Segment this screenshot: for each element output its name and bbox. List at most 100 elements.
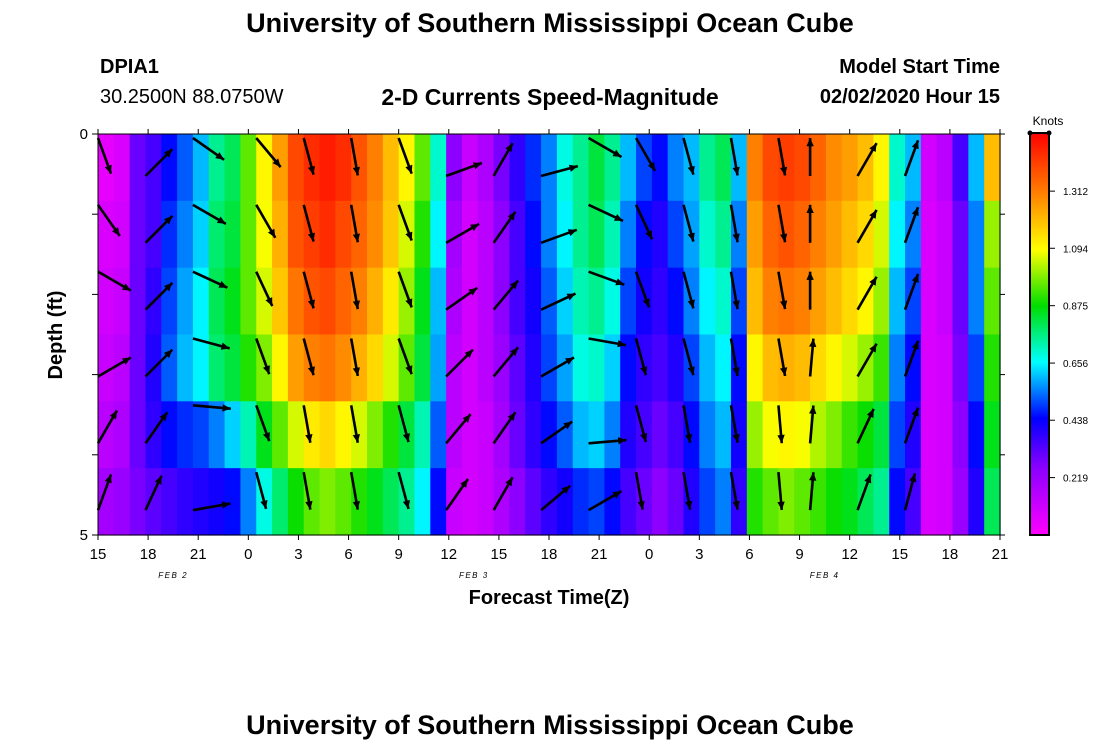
heatmap-cell	[224, 267, 242, 336]
heatmap-cell	[145, 401, 162, 469]
heatmap-cell	[430, 334, 447, 402]
heatmap-cell	[604, 200, 621, 269]
current-vector	[397, 471, 410, 510]
x-tick-label: 21	[992, 546, 1009, 563]
heatmap-cell	[335, 134, 352, 202]
heatmap-cell	[414, 468, 431, 536]
heatmap-cell	[620, 401, 637, 469]
heatmap-cell	[367, 200, 384, 269]
heatmap-cell	[746, 200, 764, 269]
heatmap-cell	[319, 267, 336, 336]
heatmap-cell	[319, 200, 336, 269]
heatmap-cell	[161, 334, 178, 402]
current-vector	[682, 405, 693, 443]
heatmap-cell	[841, 200, 859, 269]
heatmap-cell	[161, 468, 178, 536]
current-vector	[903, 340, 920, 377]
current-vector	[397, 338, 413, 375]
heatmap-cell	[604, 334, 621, 402]
heatmap-cell	[715, 267, 732, 336]
heatmap-cell	[825, 401, 843, 469]
heatmap-cell	[525, 468, 542, 536]
current-vector	[445, 348, 474, 378]
current-vector	[192, 404, 231, 412]
colorbar-tick-label: 0.875	[1063, 302, 1088, 313]
colorbar-tick-label: 1.094	[1063, 244, 1088, 255]
current-vector	[729, 271, 740, 310]
current-vector	[856, 142, 878, 177]
current-vectors	[96, 136, 920, 512]
heatmap-cell	[319, 468, 336, 536]
heatmap-cell	[572, 200, 590, 269]
current-vector	[492, 279, 520, 311]
colorbar-tick-label: 1.312	[1063, 187, 1088, 198]
x-tick-label: 9	[795, 546, 803, 563]
y-tick-label: 0	[80, 126, 88, 143]
current-vector	[540, 164, 579, 178]
heatmap-cell	[272, 267, 289, 336]
heatmap-cell	[636, 134, 653, 202]
heatmap-cell	[382, 468, 400, 536]
heatmap-cell	[952, 267, 969, 336]
heatmap-cell	[984, 468, 1001, 536]
current-vector	[492, 476, 514, 511]
current-vector	[777, 472, 785, 511]
chart-title: 2-D Currents Speed-Magnitude	[381, 84, 719, 110]
heatmap-cell	[509, 267, 526, 336]
heatmap-cell	[715, 401, 732, 469]
x-tick-label: 0	[645, 546, 653, 563]
heatmap-cell	[509, 200, 526, 269]
current-vector	[144, 281, 174, 311]
heatmap-cell	[936, 468, 954, 536]
x-tick-label: 21	[190, 546, 207, 563]
heatmap-cell	[430, 134, 447, 202]
current-vector	[588, 203, 624, 223]
heatmap-cell	[367, 468, 384, 536]
current-vector	[255, 204, 277, 239]
current-vector	[634, 204, 654, 240]
current-vector	[192, 270, 228, 289]
heatmap-cell	[493, 401, 511, 469]
current-vector	[634, 137, 657, 172]
current-vector	[777, 405, 785, 444]
current-vector	[682, 137, 695, 176]
heatmap-cell	[651, 200, 669, 269]
heatmap-cell	[762, 200, 780, 269]
current-vector	[445, 413, 472, 445]
current-vector	[192, 136, 225, 161]
heatmap-cell	[588, 267, 605, 336]
heatmap-cell	[968, 134, 985, 202]
heatmap-cell	[762, 468, 780, 536]
heatmap-cell	[129, 468, 147, 536]
current-vector	[806, 138, 814, 176]
station-id: DPIA1	[100, 56, 159, 78]
heatmap-cell	[414, 267, 431, 336]
current-vector	[349, 338, 360, 377]
heatmap-cell	[541, 267, 558, 336]
current-vector	[349, 471, 360, 510]
heatmap-cell	[240, 468, 257, 536]
heatmap-cell	[382, 267, 400, 336]
current-vector	[903, 273, 920, 311]
heatmap-cell	[936, 134, 954, 202]
heatmap-cell	[651, 267, 669, 336]
heatmap-cell	[810, 334, 827, 402]
heatmap-cell	[477, 134, 495, 202]
heatmap-cell	[841, 401, 859, 469]
heatmap-cell	[588, 401, 605, 469]
colorbar-dot	[1027, 130, 1033, 136]
current-vector	[777, 338, 788, 377]
heatmap-cell	[857, 134, 874, 202]
heatmap-cell	[762, 134, 780, 202]
heatmap-cell	[113, 401, 131, 469]
heatmap-cell	[256, 200, 273, 269]
x-tick-label: 15	[491, 546, 508, 563]
heatmap-cell	[414, 401, 431, 469]
current-vector	[588, 270, 625, 286]
heatmap-cell	[446, 267, 463, 336]
heatmap-cell	[525, 267, 542, 336]
date-label: FEB 4	[810, 571, 840, 580]
heatmap-cell	[335, 334, 352, 402]
current-vector	[349, 405, 360, 443]
